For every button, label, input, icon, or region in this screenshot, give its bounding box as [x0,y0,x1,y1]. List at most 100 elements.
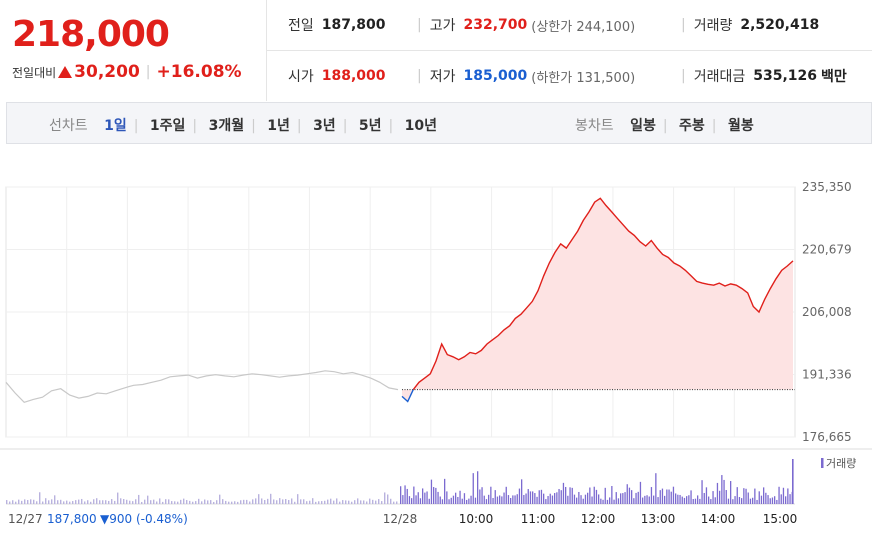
x-tick-label: 14:00 [701,512,736,526]
lower-limit: (하한가 131,500) [531,70,636,86]
candle-monthly[interactable]: 월봉 [727,118,754,134]
volume-bar [309,500,311,504]
x-tick-label: 12/28 [383,512,418,526]
volume-bar [207,500,209,504]
candle-daily[interactable]: 일봉 [630,118,656,134]
volume-bar [150,500,152,504]
volume-bar [677,494,679,504]
volume-bar [637,491,639,504]
volume-bar [547,496,549,504]
amount-value: 535,126 [753,68,818,84]
volume-bar [27,500,29,504]
volume-legend-swatch [821,458,824,468]
volume-bar [450,497,452,504]
period-1w[interactable]: 1주일 [149,118,186,134]
volume-bar [396,501,398,504]
y-tick-label: 176,665 [802,430,852,444]
volume-bar [571,487,573,504]
period-3y[interactable]: 3년 [313,118,336,134]
volume-bar [589,487,591,504]
volume-bar [567,495,569,504]
volume-bar [422,488,424,504]
y-tick-label: 191,336 [802,368,852,382]
volume-bar [249,501,251,504]
period-1y[interactable]: 1년 [267,118,290,134]
volume-bar [477,471,479,504]
volume-bar [6,500,8,504]
volume-bar [655,473,657,504]
volume-bar [234,501,236,504]
volume-bar [406,488,408,504]
chart-toolbar: 선차트 1일 | 1주일 | 3개월 | 1년 | 3년 | 5년 | 10년 봉차트 일봉… [6,102,872,144]
volume-bar [582,498,584,504]
volume-bar [348,500,350,504]
volume-bar [551,495,554,504]
volume-bar [183,498,185,504]
volume-bar [769,498,771,504]
volume-bar [69,501,71,504]
x-tick-label: 10:00 [459,512,494,526]
volume-bar [562,482,565,504]
volume-bar [538,490,540,504]
volume-bar [708,496,710,504]
volume-bar [622,493,624,504]
low-value: 185,000 [463,68,528,84]
volume-bar [664,495,666,504]
volume-bar [543,493,545,504]
volume-bar [264,500,266,504]
volume-bar [516,494,518,504]
volume-bar [576,497,578,504]
volume-bar [694,498,697,504]
volume-bar [120,498,122,504]
volume-bar [33,499,35,504]
volume-bar [734,496,736,504]
volume-bar [102,500,104,504]
volume-bar [701,480,703,504]
volume-bar [210,500,212,504]
volume-bar [466,499,468,504]
volume-bar [360,500,362,504]
period-10y[interactable]: 10년 [404,118,438,134]
footer-date: 12/27 [8,512,43,526]
low-price: | 저가 185,000 (하한가 131,500) [417,68,636,86]
upper-limit: (상한가 244,100) [531,19,636,35]
volume-bar [459,490,461,504]
volume-bar [333,500,335,504]
volume-bar [30,499,32,504]
volume-bar [126,499,128,504]
volume-bar [716,482,719,504]
footer-info: 12/27 187,800 ▼900 (-0.48%) [8,512,188,526]
volume-bar [237,501,239,504]
period-5y[interactable]: 5년 [358,118,382,134]
volume-bar [144,499,146,504]
y-axis-labels: 235,350 220,679 206,008 191,336 176,665 [802,180,852,444]
volume-bar [573,494,576,504]
price-box: 218,000 전일대비 30,200 | +16.08% [0,0,267,101]
volume-bar [57,500,59,504]
period-1d[interactable]: 1일 [104,118,127,134]
volume-bar [213,501,215,504]
period-3m[interactable]: 3개월 [208,118,245,134]
volume-bar [617,498,620,504]
price-area [402,198,793,402]
volume-bar [192,501,194,504]
volume-bar [387,494,389,504]
volume-bar [670,491,672,504]
volume-bar [503,492,505,504]
volume-bar [117,492,119,504]
volume-bar [514,495,516,504]
candle-weekly[interactable]: 주봉 [679,118,705,134]
volume-bar [780,494,782,504]
volume-value: 2,520,418 [740,17,820,33]
volume-bar [705,487,708,504]
volume-bar [270,493,272,504]
volume-bar [99,500,101,504]
volume-bar [204,499,206,504]
price-line [412,197,794,391]
volume-bar [404,485,406,504]
volume-bar [763,487,765,504]
volume-bar [291,498,293,504]
volume-bar [413,486,415,504]
volume-bar [767,495,769,504]
volume-bar [177,501,179,504]
